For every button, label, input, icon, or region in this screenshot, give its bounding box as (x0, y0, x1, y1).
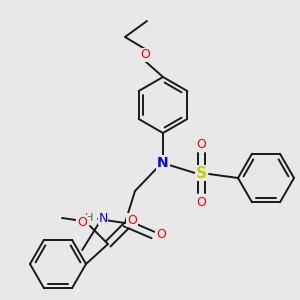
Text: S: S (196, 166, 206, 181)
Text: O: O (156, 229, 166, 242)
Text: N: N (157, 156, 169, 170)
Text: O: O (196, 137, 206, 151)
Text: O: O (140, 49, 150, 62)
Text: H: H (85, 213, 93, 223)
Text: O: O (127, 214, 137, 226)
Text: N: N (98, 212, 108, 224)
Text: O: O (196, 196, 206, 208)
Text: O: O (77, 215, 87, 229)
